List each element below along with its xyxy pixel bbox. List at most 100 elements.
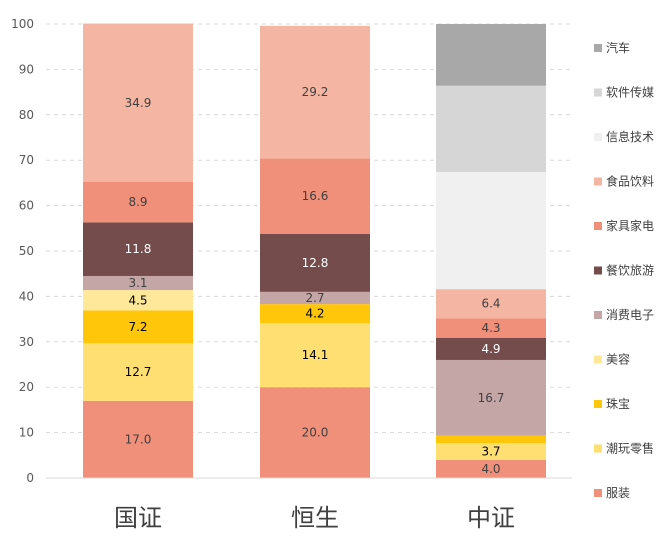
legend-item: 珠宝 bbox=[594, 397, 630, 411]
legend-swatch bbox=[594, 133, 602, 141]
legend-label: 汽车 bbox=[606, 40, 630, 55]
y-tick-label: 90 bbox=[19, 62, 34, 76]
bar-segment bbox=[436, 24, 546, 86]
legend-item: 餐饮旅游 bbox=[594, 263, 654, 278]
data-label: 12.8 bbox=[302, 256, 329, 270]
legend-label: 餐饮旅游 bbox=[606, 263, 654, 278]
y-tick-label: 20 bbox=[19, 380, 34, 394]
data-label: 8.9 bbox=[128, 195, 147, 209]
x-tick-label: 中证 bbox=[467, 504, 515, 532]
bar-segment bbox=[436, 318, 546, 338]
bar-segment bbox=[83, 275, 193, 291]
bar-segment bbox=[83, 181, 193, 223]
data-label: 17.0 bbox=[125, 432, 152, 446]
bar-segment bbox=[436, 359, 546, 436]
legend-item: 家具家电 bbox=[594, 218, 654, 233]
bar-segment bbox=[83, 310, 193, 344]
legend-item: 美容 bbox=[594, 352, 630, 367]
legend-swatch bbox=[594, 400, 602, 408]
data-label: 16.7 bbox=[478, 391, 505, 405]
data-label: 20.0 bbox=[302, 426, 329, 440]
legend-label: 食品饮料 bbox=[606, 174, 654, 189]
bar-segment bbox=[260, 323, 370, 388]
legend-item: 消费电子 bbox=[594, 308, 654, 322]
bar-segment bbox=[436, 459, 546, 478]
bar-segment bbox=[436, 443, 546, 460]
x-tick-label: 恒生 bbox=[291, 504, 339, 532]
bars bbox=[83, 23, 546, 478]
legend-label: 家具家电 bbox=[606, 218, 654, 233]
data-label: 7.2 bbox=[128, 320, 147, 334]
legend-label: 软件传媒 bbox=[606, 85, 654, 100]
legend-swatch bbox=[594, 489, 602, 497]
legend-swatch bbox=[594, 355, 602, 364]
legend-item: 软件传媒 bbox=[594, 85, 654, 100]
bar-segment bbox=[260, 233, 370, 292]
bar-segment bbox=[260, 291, 370, 305]
bar-segment bbox=[83, 290, 193, 311]
data-label: 16.6 bbox=[302, 189, 329, 203]
bar-segment bbox=[436, 289, 546, 319]
data-label: 4.0 bbox=[481, 462, 500, 476]
bar-segment bbox=[436, 337, 546, 360]
data-label: 4.9 bbox=[481, 342, 500, 356]
legend-item: 信息技术 bbox=[594, 129, 654, 144]
data-label: 3.7 bbox=[481, 444, 500, 458]
legend-swatch bbox=[594, 311, 602, 319]
legend-swatch bbox=[594, 44, 602, 52]
legend-item: 潮玩零售 bbox=[594, 441, 654, 456]
y-tick-label: 80 bbox=[19, 108, 34, 122]
y-tick-label: 60 bbox=[19, 199, 34, 213]
data-label: 6.4 bbox=[481, 297, 500, 311]
data-label: 3.1 bbox=[128, 276, 147, 290]
legend-item: 食品饮料 bbox=[594, 174, 654, 189]
legend-swatch bbox=[594, 177, 602, 186]
bar-segment bbox=[436, 172, 546, 290]
legend-label: 服装 bbox=[606, 486, 630, 500]
bar-segment bbox=[260, 387, 370, 478]
legend-swatch bbox=[594, 444, 602, 453]
bar-segment bbox=[260, 158, 370, 234]
legend-label: 消费电子 bbox=[606, 308, 654, 322]
legend-swatch bbox=[594, 222, 602, 230]
bar-segment bbox=[83, 400, 193, 478]
bar-segment bbox=[83, 343, 193, 401]
data-label: 14.1 bbox=[302, 348, 329, 362]
legend-label: 美容 bbox=[606, 352, 630, 367]
data-label: 2.7 bbox=[305, 291, 324, 305]
bar-segment bbox=[436, 435, 546, 444]
y-axis: 0 10 20 30 40 50 60 70 80 90 100 bbox=[11, 17, 34, 485]
y-tick-label: 0 bbox=[26, 471, 34, 485]
legend-swatch bbox=[594, 266, 602, 275]
x-tick-label: 国证 bbox=[114, 504, 162, 532]
data-label: 11.8 bbox=[125, 242, 152, 256]
data-label: 4.3 bbox=[481, 321, 500, 335]
data-labels: 17.0 12.7 7.2 4.5 3.1 11.8 8.9 34.9 20.0 14.1 4.2 2… bbox=[125, 85, 505, 476]
legend-label: 珠宝 bbox=[606, 397, 630, 411]
y-tick-label: 50 bbox=[19, 244, 34, 258]
bar-segment bbox=[83, 222, 193, 276]
legend-item: 汽车 bbox=[594, 40, 630, 55]
data-label: 34.9 bbox=[125, 96, 152, 110]
legend-label: 潮玩零售 bbox=[606, 441, 654, 456]
y-tick-label: 10 bbox=[19, 426, 34, 440]
data-label: 29.2 bbox=[302, 85, 329, 99]
y-tick-label: 100 bbox=[11, 17, 34, 31]
bar-segment bbox=[436, 85, 546, 173]
legend-swatch bbox=[594, 88, 602, 97]
y-tick-label: 70 bbox=[19, 153, 34, 167]
y-tick-label: 30 bbox=[19, 335, 34, 349]
bar-segment bbox=[260, 304, 370, 324]
legend-item: 服装 bbox=[594, 486, 630, 500]
y-tick-label: 40 bbox=[19, 289, 34, 303]
data-label: 4.2 bbox=[305, 307, 324, 321]
data-label: 12.7 bbox=[125, 365, 152, 379]
x-axis: 国证 恒生 中证 bbox=[46, 477, 572, 532]
bar-segment bbox=[260, 25, 370, 159]
legend-label: 信息技术 bbox=[606, 129, 654, 144]
bar-segment bbox=[83, 23, 193, 182]
data-label: 4.5 bbox=[128, 293, 147, 307]
